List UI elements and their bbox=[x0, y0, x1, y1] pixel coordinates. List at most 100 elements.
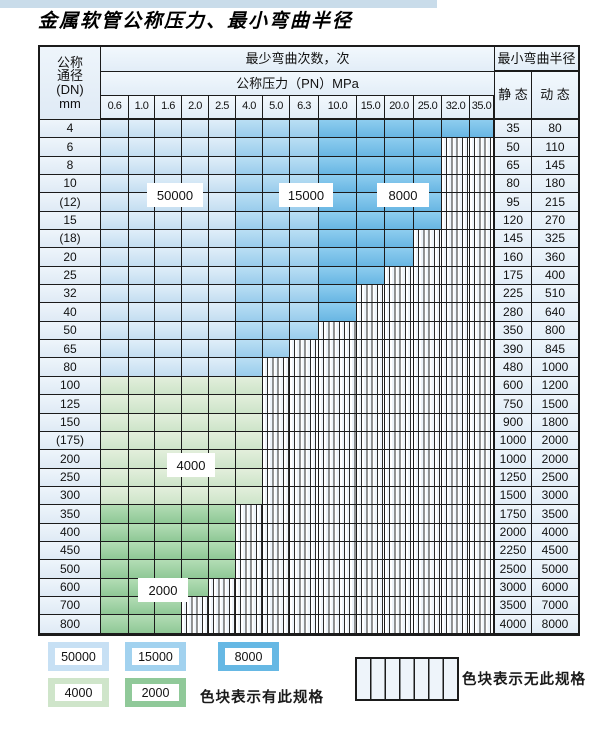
no-spec-cell bbox=[414, 615, 442, 634]
legend-swatch-8000: 8000 bbox=[218, 642, 279, 671]
spec-cell bbox=[357, 120, 385, 139]
dn-cell: 25 bbox=[40, 266, 101, 286]
no-spec-cell bbox=[319, 523, 357, 542]
static-radius-cell: 175 bbox=[495, 266, 532, 286]
dn-cell: 300 bbox=[40, 486, 101, 506]
spec-cell bbox=[129, 450, 155, 469]
no-spec-cell bbox=[385, 505, 414, 524]
no-spec-cell bbox=[357, 541, 385, 561]
no-spec-cell bbox=[357, 486, 385, 506]
spec-cell bbox=[155, 321, 182, 341]
spec-cell bbox=[263, 321, 290, 341]
no-spec-cell bbox=[290, 413, 319, 432]
spec-cell bbox=[442, 120, 470, 139]
spec-cell bbox=[209, 376, 236, 396]
spec-cell bbox=[290, 120, 319, 139]
spec-cell bbox=[290, 138, 319, 157]
no-spec-cell bbox=[442, 340, 470, 359]
dn-cell: 65 bbox=[40, 340, 101, 359]
spec-cell bbox=[101, 358, 129, 377]
spec-cell bbox=[263, 303, 290, 322]
no-spec-cell bbox=[357, 450, 385, 469]
no-spec-cell bbox=[414, 395, 442, 414]
no-spec-cell bbox=[290, 578, 319, 597]
no-spec-cell bbox=[290, 450, 319, 469]
spec-cell bbox=[129, 431, 155, 451]
spec-cell bbox=[155, 303, 182, 322]
no-spec-cell bbox=[263, 615, 290, 634]
spec-cell bbox=[129, 615, 155, 634]
no-spec-cell bbox=[357, 285, 385, 304]
dynamic-radius-cell: 1500 bbox=[532, 395, 578, 414]
no-spec-cell bbox=[414, 450, 442, 469]
legend-hatch-swatch bbox=[355, 657, 459, 701]
spec-cell bbox=[385, 120, 414, 139]
no-spec-cell bbox=[236, 560, 263, 579]
no-spec-cell bbox=[357, 303, 385, 322]
no-spec-cell bbox=[385, 321, 414, 341]
dn-cell: 250 bbox=[40, 468, 101, 487]
spec-cell bbox=[236, 138, 263, 157]
no-spec-cell bbox=[470, 358, 495, 377]
spec-cell bbox=[182, 321, 209, 341]
spec-cell bbox=[129, 395, 155, 414]
no-spec-cell bbox=[263, 450, 290, 469]
spec-cell bbox=[155, 431, 182, 451]
dynamic-radius-cell: 360 bbox=[532, 248, 578, 267]
no-spec-cell bbox=[263, 486, 290, 506]
header-pressure-value: 15.0 bbox=[357, 96, 385, 120]
spec-cell bbox=[182, 120, 209, 139]
legend-has-spec-label: 色块表示有此规格 bbox=[200, 690, 324, 706]
no-spec-cell bbox=[470, 266, 495, 286]
no-spec-cell bbox=[319, 340, 357, 359]
spec-cell bbox=[319, 120, 357, 139]
header-pressure-value: 6.3 bbox=[290, 96, 319, 120]
spec-cell bbox=[319, 285, 357, 304]
no-spec-cell bbox=[385, 285, 414, 304]
spec-cell bbox=[236, 175, 263, 194]
spec-cell bbox=[101, 230, 129, 249]
spec-cell bbox=[319, 248, 357, 267]
spec-cell bbox=[209, 541, 236, 561]
no-spec-cell bbox=[385, 376, 414, 396]
spec-cell bbox=[129, 266, 155, 286]
static-radius-cell: 3000 bbox=[495, 578, 532, 597]
dn-cell: 800 bbox=[40, 615, 101, 634]
header-pressure: 公称压力（PN）MPa bbox=[101, 72, 495, 96]
static-radius-cell: 225 bbox=[495, 285, 532, 304]
no-spec-cell bbox=[385, 266, 414, 286]
no-spec-cell bbox=[470, 505, 495, 524]
header-radius: 最小弯曲半径 bbox=[495, 47, 578, 72]
spec-cell bbox=[236, 156, 263, 176]
spec-cell bbox=[385, 211, 414, 231]
spec-cell bbox=[129, 560, 155, 579]
header-pressure-value: 2.5 bbox=[209, 96, 236, 120]
no-spec-cell bbox=[290, 468, 319, 487]
no-spec-cell bbox=[442, 468, 470, 487]
no-spec-cell bbox=[319, 431, 357, 451]
spec-cell bbox=[101, 431, 129, 451]
no-spec-cell bbox=[442, 175, 470, 194]
spec-cell bbox=[101, 450, 129, 469]
spec-cell bbox=[209, 431, 236, 451]
spec-cell bbox=[236, 413, 263, 432]
dynamic-radius-cell: 3000 bbox=[532, 486, 578, 506]
spec-cell bbox=[129, 321, 155, 341]
dynamic-radius-cell: 2500 bbox=[532, 468, 578, 487]
spec-cell bbox=[101, 395, 129, 414]
spec-cell bbox=[290, 156, 319, 176]
no-spec-cell bbox=[209, 578, 236, 597]
spec-cell bbox=[101, 413, 129, 432]
no-spec-cell bbox=[414, 303, 442, 322]
spec-cell bbox=[129, 230, 155, 249]
cycle-count-label: 4000 bbox=[167, 453, 215, 477]
no-spec-cell bbox=[385, 523, 414, 542]
static-radius-cell: 160 bbox=[495, 248, 532, 267]
spec-cell bbox=[182, 303, 209, 322]
no-spec-cell bbox=[470, 175, 495, 194]
spec-cell bbox=[182, 395, 209, 414]
legend-swatch-value: 8000 bbox=[225, 648, 272, 665]
no-spec-cell bbox=[357, 340, 385, 359]
spec-cell bbox=[236, 431, 263, 451]
dynamic-radius-cell: 145 bbox=[532, 156, 578, 176]
